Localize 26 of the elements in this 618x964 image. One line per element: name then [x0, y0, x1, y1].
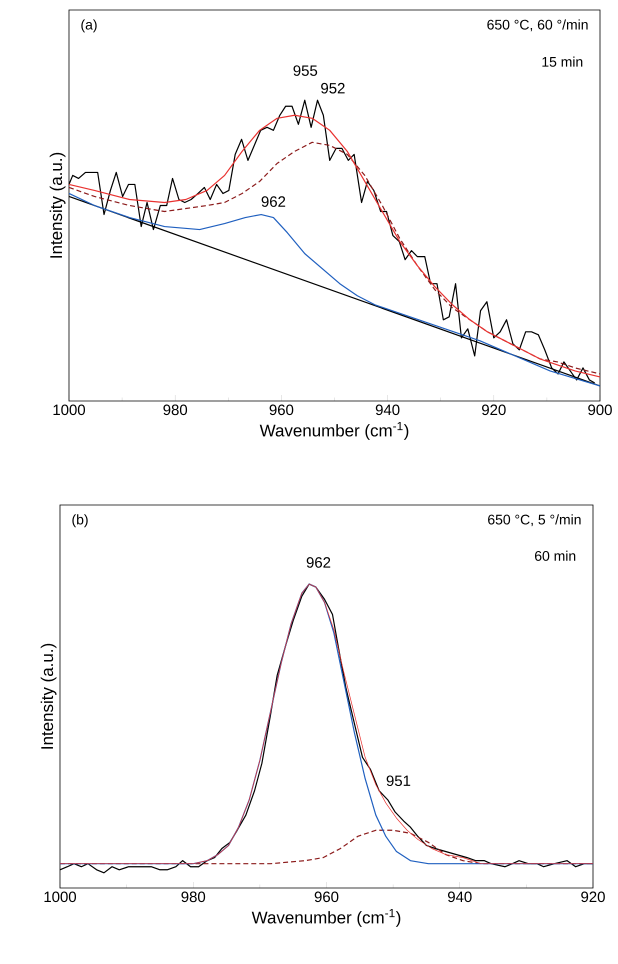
annotation: 951 — [386, 775, 410, 786]
x-axis-title: Wavenumber (cm$^{-1}$) — [252, 908, 400, 927]
text: 962 — [306, 557, 330, 568]
text: 650 °C, 60 °/min — [487, 19, 588, 32]
x-tick-label: 960 — [270, 404, 294, 416]
x-tick-label: 1000 — [54, 404, 86, 416]
x-tick-label: 1000 — [44, 892, 76, 902]
x-tick-label: 980 — [163, 404, 188, 416]
text: (b) — [72, 514, 88, 528]
y-axis-title: Intensity (a.u.) — [50, 152, 66, 258]
x-tick-label: 920 — [581, 892, 605, 902]
x-tick-label: 960 — [314, 892, 338, 902]
text: (a) — [81, 19, 97, 32]
x-tick-label: 920 — [482, 404, 506, 416]
text: 955 — [294, 65, 318, 76]
x-tick-label: 940 — [376, 404, 400, 416]
text: 15 min — [542, 56, 582, 67]
text: 952 — [321, 82, 345, 94]
text: 60 min — [534, 550, 576, 561]
annotation: 962 — [262, 196, 286, 207]
x-axis-title: Wavenumber (cm$^{-1}$) — [260, 422, 408, 440]
y-axis-title: Intensity (a.u.) — [40, 644, 56, 749]
x-tick-label: 900 — [588, 404, 612, 416]
x-tick-label: 940 — [448, 892, 472, 902]
x-tick-label: 980 — [181, 892, 206, 902]
text: 650 °C, 5 °/min — [488, 514, 581, 526]
